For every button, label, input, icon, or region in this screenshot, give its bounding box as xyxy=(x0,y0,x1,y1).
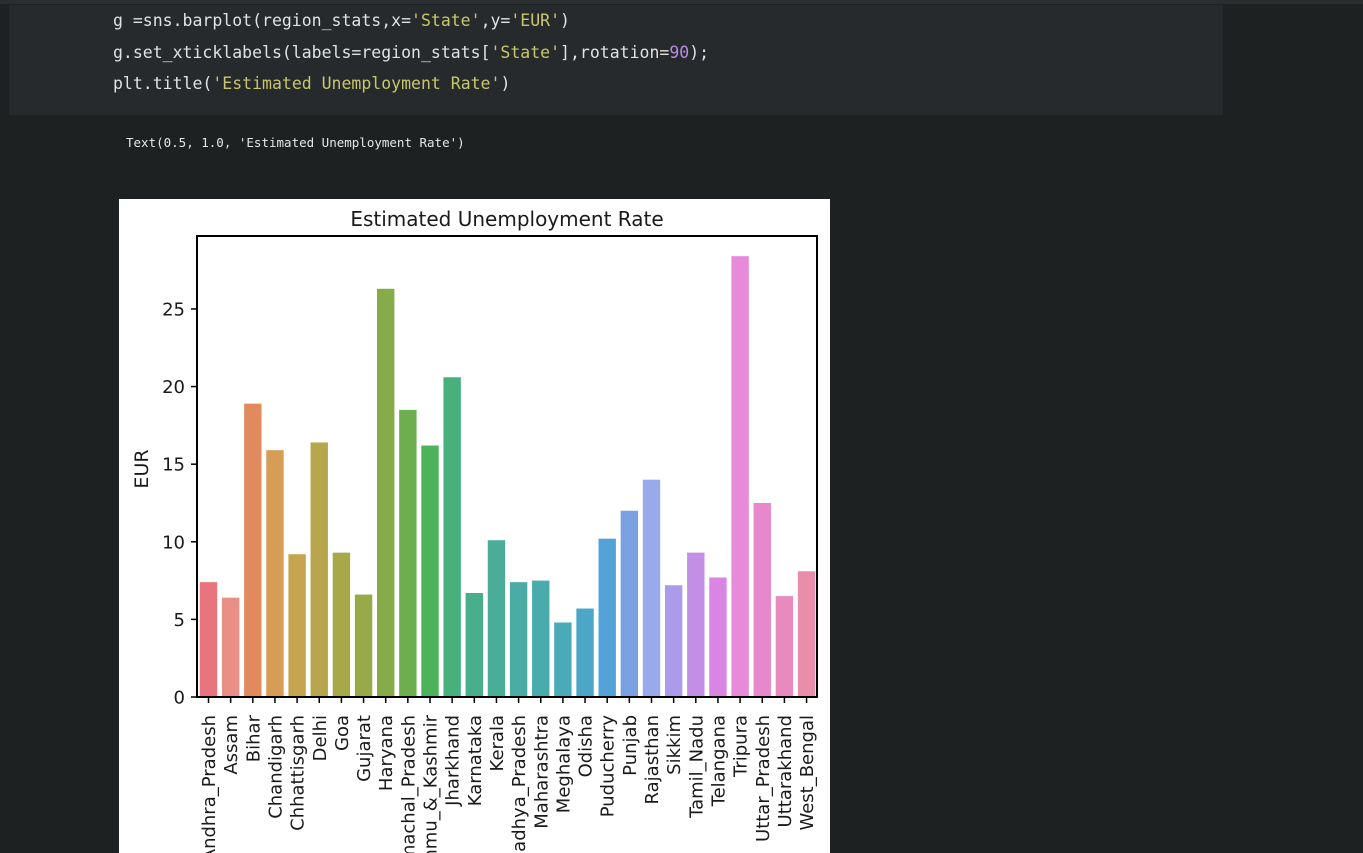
bar-madhya-pradesh xyxy=(509,582,528,697)
code-cell[interactable]: g =sns.barplot(region_stats,x='State',y=… xyxy=(9,5,1223,115)
cell-output-text: Text(0.5, 1.0, 'Estimated Unemployment R… xyxy=(126,135,465,150)
x-tick-label: Gujarat xyxy=(354,715,375,782)
top-border xyxy=(0,0,1363,4)
line2-token-2: ],rotation= xyxy=(560,43,670,62)
x-tick-label: Uttar_Pradesh xyxy=(753,715,774,842)
line1-token-2: ,y= xyxy=(480,11,511,30)
y-tick-label: 20 xyxy=(162,377,185,398)
bar-haryana xyxy=(377,288,395,697)
x-tick-label: Tripura xyxy=(731,715,752,778)
bar-maharashtra xyxy=(532,580,550,697)
x-tick-label: Sikkim xyxy=(664,715,685,775)
bar-bihar xyxy=(244,403,262,697)
x-tick-label: Andhra_Pradesh xyxy=(199,715,220,853)
y-tick-label: 15 xyxy=(162,455,185,476)
x-tick-label: Karnataka xyxy=(465,715,486,806)
bar-uttar-pradesh xyxy=(753,502,771,697)
code-line-2[interactable]: g.set_xticklabels(labels=region_stats['S… xyxy=(113,42,709,64)
line2-token-0: g.set_xticklabels(labels=region_stats[ xyxy=(113,43,491,62)
x-tick-label: Punjab xyxy=(620,715,641,776)
x-tick-label: Jammu_&_Kashmir xyxy=(421,714,442,853)
bar-goa xyxy=(332,552,351,697)
x-tick-label: Puducherry xyxy=(598,715,619,818)
x-tick-label: Madhya_Pradesh xyxy=(509,715,530,853)
x-tick-label: Himachal_Pradesh xyxy=(398,715,419,853)
line3-token-2: ) xyxy=(500,74,511,93)
bar-tamil-nadu xyxy=(687,552,705,697)
x-tick-label: Odisha xyxy=(576,715,597,777)
x-tick-label: Uttarakhand xyxy=(775,715,796,827)
bar-karnataka xyxy=(465,593,483,697)
bar-rajasthan xyxy=(642,479,661,697)
chart-figure: Estimated Unemployment Rate EUR 0 5 10 15 20… xyxy=(119,199,830,853)
bar-delhi xyxy=(310,442,328,697)
line2-token-1: 'State' xyxy=(490,43,561,62)
bar-puducherry xyxy=(598,538,616,697)
line1-token-1: 'State' xyxy=(411,11,481,30)
bar-punjab xyxy=(620,510,639,697)
bar-jammu-kashmir xyxy=(421,445,439,697)
bar-uttarakhand xyxy=(775,596,794,697)
code-line-1[interactable]: g =sns.barplot(region_stats,x='State',y=… xyxy=(113,10,570,32)
bar-chart: Estimated Unemployment Rate EUR 0 5 10 15 20… xyxy=(131,207,818,853)
x-tick-label: Tamil_Nadu xyxy=(686,715,707,819)
bar-kerala xyxy=(487,540,506,697)
x-tick-label: Assam xyxy=(221,715,242,775)
x-tick-label: Chandigarh xyxy=(265,715,286,819)
x-ticks-group: Andhra_Pradesh Assam Bihar Chandigarh Chhatt… xyxy=(199,697,818,853)
bar-sikkim xyxy=(664,585,683,697)
x-tick-label: Haryana xyxy=(376,715,397,791)
x-tick-label: Kerala xyxy=(487,715,508,771)
bar-telangana xyxy=(709,577,727,697)
line1-token-0: g =sns.barplot(region_stats,x= xyxy=(113,11,412,30)
bar-assam xyxy=(221,597,240,697)
x-tick-label: Telangana xyxy=(708,715,729,807)
line2-token-3: 90 xyxy=(669,43,690,62)
line3-token-0: plt.title( xyxy=(113,74,213,93)
bar-tripura xyxy=(731,256,749,697)
bar-chandigarh xyxy=(266,450,284,697)
line3-token-1: 'Estimated Unemployment Rate' xyxy=(212,74,501,93)
x-tick-label: Chhattisgarh xyxy=(288,715,309,831)
y-ticks-group: 0 5 10 15 20 25 xyxy=(162,299,197,709)
bar-andhra-pradesh xyxy=(199,582,218,697)
bar-himachal-pradesh xyxy=(399,409,417,697)
line1-token-4: ) xyxy=(560,11,570,30)
x-tick-label: Meghalaya xyxy=(553,715,574,813)
bar-odisha xyxy=(576,608,594,697)
y-tick-label: 10 xyxy=(162,532,185,553)
bar-jharkhand xyxy=(443,377,461,697)
x-tick-label: Rajasthan xyxy=(642,715,663,804)
plot-frame xyxy=(196,235,818,698)
x-tick-label: Delhi xyxy=(310,715,331,761)
bar-gujarat xyxy=(354,594,373,697)
y-tick-label: 5 xyxy=(174,610,185,631)
x-tick-label: Maharashtra xyxy=(531,715,552,829)
x-tick-label: Goa xyxy=(332,715,353,751)
y-tick-label: 25 xyxy=(162,299,185,320)
y-tick-label: 0 xyxy=(174,688,185,709)
line2-token-4: ); xyxy=(689,43,710,62)
bar-west-bengal xyxy=(797,571,816,697)
chart-title: Estimated Unemployment Rate xyxy=(350,207,663,231)
x-tick-label: Jharkhand xyxy=(443,715,464,807)
code-line-3[interactable]: plt.title('Estimated Unemployment Rate') xyxy=(113,73,510,95)
x-tick-label: Bihar xyxy=(243,714,264,762)
y-axis-label: EUR xyxy=(131,449,153,488)
x-tick-label: West_Bengal xyxy=(797,715,818,831)
line1-token-3: 'EUR' xyxy=(510,11,561,30)
bars-group xyxy=(199,256,816,697)
bar-meghalaya xyxy=(554,622,572,697)
bar-chhattisgarh xyxy=(288,554,306,697)
